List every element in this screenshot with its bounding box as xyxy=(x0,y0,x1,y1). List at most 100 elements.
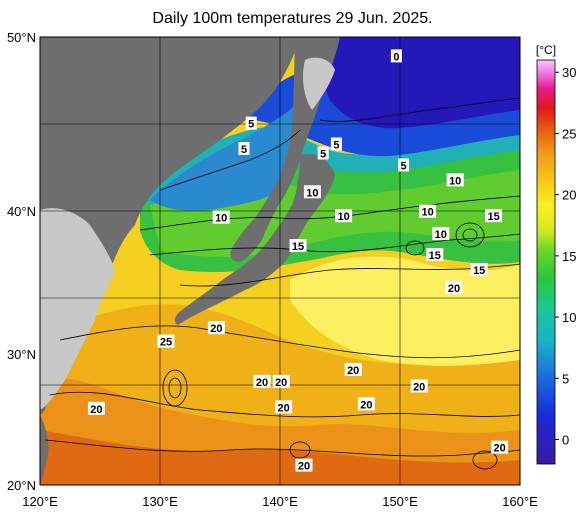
contour-label-text: 20 xyxy=(413,381,425,393)
contour-label: 20 xyxy=(87,401,105,416)
contour-label: 15 xyxy=(485,209,503,223)
contour-label-box xyxy=(207,321,225,335)
contour-label: 10 xyxy=(432,227,450,241)
contour-label: 20 xyxy=(491,440,509,455)
contour-label: 20 xyxy=(410,379,428,393)
contour-label-box xyxy=(303,185,321,199)
colorbar-tick-label: 25 xyxy=(562,126,576,141)
contour-label: 0 xyxy=(390,49,402,63)
contour-label-text: 10 xyxy=(215,213,227,225)
contour-label: 10 xyxy=(303,185,321,199)
contour-label-text: 20 xyxy=(360,399,372,411)
contour-label-text: 15 xyxy=(473,265,485,277)
lon-label-120: 120°E xyxy=(22,494,58,509)
contour-label-text: 15 xyxy=(487,211,499,223)
contour-label-box xyxy=(295,458,313,472)
contour-label-box xyxy=(485,209,503,223)
map-title: Daily 100m temperatures 29 Jun. 2025. xyxy=(152,10,433,27)
contour-label-box xyxy=(446,173,464,187)
lon-label-130: 130°E xyxy=(142,494,178,509)
contour-label: 20 xyxy=(275,400,293,414)
colorbar-tick-label: 10 xyxy=(562,310,576,325)
contour-label-text: 5 xyxy=(401,160,407,172)
contour-label: 10 xyxy=(419,204,437,219)
contour-label-text: 5 xyxy=(241,144,247,156)
contour-label: 20 xyxy=(253,374,271,389)
contour-label: 5 xyxy=(317,146,329,160)
colorbar: [°C] 0 5 10 15 20 25 30 xyxy=(536,43,576,465)
contour-label-text: 15 xyxy=(429,250,441,262)
lat-label-30: 30°N xyxy=(7,347,36,362)
lon-label-160: 160°E xyxy=(502,494,538,509)
contour-label-text: 5 xyxy=(333,140,339,152)
contour-label: 20 xyxy=(272,374,290,389)
contour-label-text: 20 xyxy=(90,404,102,416)
lat-label-20: 20°N xyxy=(7,478,36,493)
contour-label: 15 xyxy=(289,239,307,253)
contour-label-box xyxy=(238,142,250,155)
contour-label-box xyxy=(245,116,257,130)
contour-label-text: 20 xyxy=(493,443,505,455)
lon-label-150: 150°E xyxy=(382,494,418,509)
colorbar-tick-label: 20 xyxy=(562,188,576,203)
contour-label-box xyxy=(253,374,271,388)
contour-label-box xyxy=(390,49,402,63)
contour-label-box xyxy=(344,363,362,377)
contour-label: 10 xyxy=(446,173,464,187)
contour-label-box xyxy=(357,397,375,411)
contour-label: 5 xyxy=(245,116,257,131)
contour-label-text: 25 xyxy=(160,337,172,349)
contour-label-box xyxy=(157,334,175,348)
contour-label-text: 10 xyxy=(337,211,349,223)
contour-label: 10 xyxy=(212,210,230,225)
contour-label-text: 20 xyxy=(277,402,289,414)
contour-label: 10 xyxy=(335,209,353,223)
contour-label-box xyxy=(445,280,463,294)
contour-label-text: 10 xyxy=(421,207,433,219)
contour-label-box xyxy=(317,146,329,160)
contour-label: 25 xyxy=(157,334,175,349)
contour-label: 15 xyxy=(426,248,444,262)
land-china-coast xyxy=(40,208,115,410)
contour-label-box xyxy=(289,239,307,253)
contour-label-box xyxy=(410,379,428,393)
sea-of-japan-blue xyxy=(150,99,315,211)
contour-label: 5 xyxy=(238,142,250,156)
contour-label-box xyxy=(491,440,509,454)
colorbar-ticks: 0 5 10 15 20 25 30 xyxy=(555,65,576,448)
colorbar-unit-label: [°C] xyxy=(536,43,556,57)
contour-label-box xyxy=(426,248,444,262)
colorbar-tick-label: 5 xyxy=(562,371,569,386)
map-frame xyxy=(39,36,521,486)
ocean-deep-blue-band xyxy=(319,37,520,129)
contour-label-box xyxy=(335,209,353,223)
contour-label-text: 10 xyxy=(306,187,318,199)
contour-label: 20 xyxy=(295,458,313,473)
contour-label-box xyxy=(272,374,290,388)
contour-label-text: 20 xyxy=(448,283,460,295)
contour-label-box xyxy=(470,262,488,276)
contour-label-box xyxy=(419,204,437,218)
contour-label-text: 20 xyxy=(275,377,287,389)
contour-label-text: 20 xyxy=(347,365,359,377)
lon-label-140: 140°E xyxy=(262,494,298,509)
contour-label-text: 20 xyxy=(210,323,222,335)
colorbar-tick-label: 0 xyxy=(562,433,569,448)
contour-label: 20 xyxy=(445,280,463,295)
contour-label: 20 xyxy=(207,321,225,335)
contour-label-text: 15 xyxy=(292,241,304,253)
contour-label: 15 xyxy=(470,262,488,277)
contour-label: 5 xyxy=(330,137,342,152)
contour-label-box xyxy=(432,227,450,241)
contour-label-text: 0 xyxy=(393,51,399,63)
contour-label-box xyxy=(275,400,293,414)
colorbar-ramp xyxy=(536,59,556,465)
contour-label-text: 5 xyxy=(320,148,326,160)
contour-label-box xyxy=(398,158,410,172)
lat-label-50: 50°N xyxy=(7,30,36,45)
map-field xyxy=(40,37,520,485)
land-taiwan xyxy=(40,415,49,485)
